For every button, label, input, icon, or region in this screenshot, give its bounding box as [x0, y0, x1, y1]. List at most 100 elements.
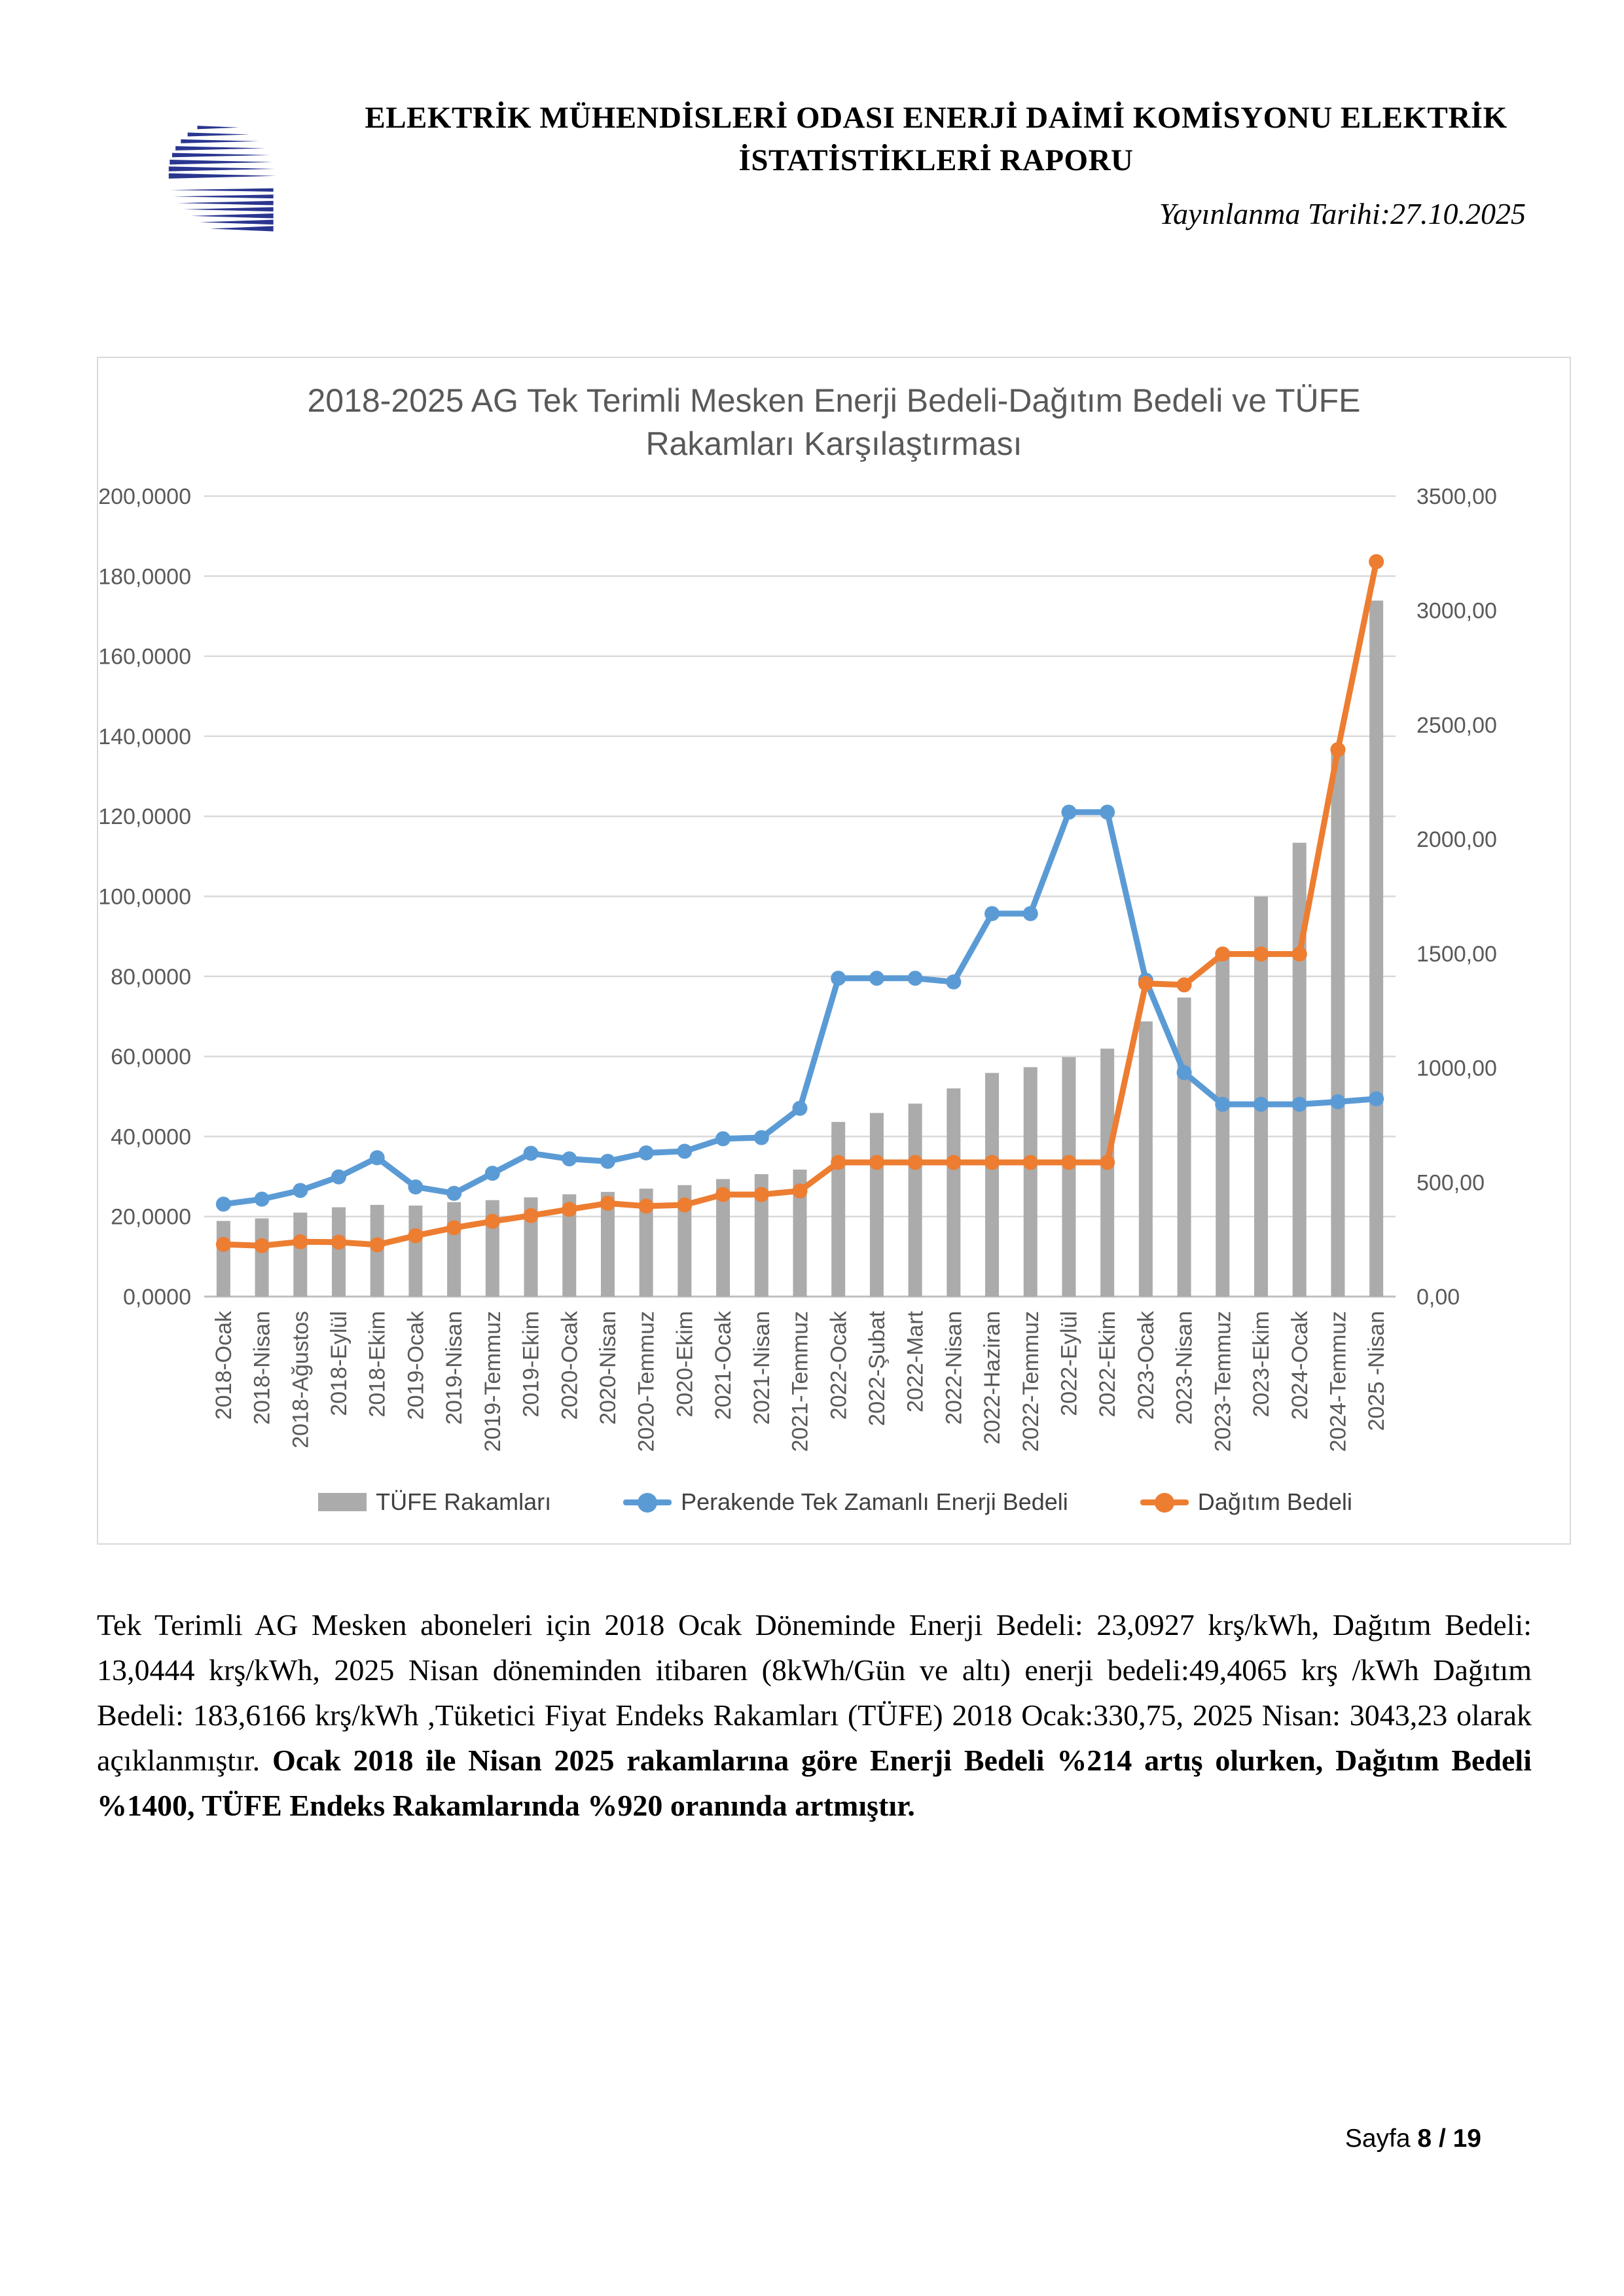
- bar-tufe: [293, 1212, 308, 1297]
- data-point: [1254, 946, 1269, 962]
- y-axis-right-tick: 3500,00: [1416, 484, 1497, 509]
- data-point: [254, 1238, 270, 1253]
- data-point: [1061, 804, 1077, 820]
- data-point: [1291, 1096, 1307, 1112]
- data-point: [1215, 1096, 1231, 1112]
- data-point: [1061, 1155, 1077, 1170]
- data-point: [1369, 1091, 1384, 1107]
- chart-title-line1: 2018-2025 AG Tek Terimli Mesken Enerji B…: [307, 382, 1361, 419]
- bar-tufe: [600, 1192, 615, 1297]
- chart-canvas: 0,0000 20,0000 40,0000 60,0000 80,0000 100,00…: [98, 484, 1497, 1452]
- bar-tufe: [908, 1103, 922, 1297]
- legend-label: Perakende Tek Zamanlı Enerji Bedeli: [681, 1488, 1068, 1515]
- emo-logo-icon: [168, 126, 276, 232]
- data-point: [484, 1213, 500, 1229]
- data-point: [1215, 946, 1231, 962]
- legend-item-energy: Perakende Tek Zamanlı Enerji Bedeli: [623, 1488, 1068, 1516]
- y-axis-left-tick: 0,0000: [123, 1285, 191, 1310]
- data-point: [446, 1185, 462, 1201]
- data-point: [869, 1155, 884, 1170]
- x-axis-tick: 2018-Ekim: [365, 1311, 390, 1418]
- line-marker-icon: [623, 1492, 672, 1513]
- x-axis-tick: 2022-Nisan: [941, 1311, 966, 1425]
- bar-tufe: [869, 1113, 884, 1297]
- data-point: [254, 1191, 270, 1207]
- bar-tufe: [1216, 957, 1230, 1297]
- x-axis-tick: 2022-Mart: [903, 1310, 928, 1412]
- page-number-label: Sayfa: [1344, 2125, 1411, 2153]
- data-point: [907, 1155, 923, 1170]
- data-point: [677, 1197, 693, 1213]
- data-point: [1100, 804, 1115, 820]
- data-point: [638, 1145, 654, 1160]
- data-point: [369, 1237, 385, 1253]
- bar-tufe: [447, 1202, 461, 1297]
- bar-tufe: [1062, 1057, 1076, 1297]
- plot-area: 0,0000 20,0000 40,0000 60,0000 80,0000 100,00…: [98, 456, 1572, 1477]
- x-axis-tick: 2019-Ekim: [519, 1311, 544, 1418]
- data-point: [484, 1166, 500, 1181]
- legend-label: TÜFE Rakamları: [376, 1488, 552, 1515]
- y-axis-right-tick: 3000,00: [1416, 599, 1497, 624]
- y-axis-left-tick: 120,0000: [98, 804, 191, 829]
- bar-tufe: [677, 1185, 692, 1297]
- data-point: [1291, 946, 1307, 962]
- y-axis-right-tick: 2000,00: [1416, 827, 1497, 852]
- data-point: [1100, 1155, 1115, 1170]
- x-axis-tick: 2019-Ocak: [403, 1310, 428, 1420]
- page-title-line2: İSTATİSTİKLERİ RAPORU: [738, 143, 1134, 177]
- bar-tufe: [1023, 1067, 1038, 1297]
- bar-tufe: [216, 1221, 230, 1297]
- x-axis-tick: 2022-Eylül: [1057, 1311, 1082, 1416]
- bar-tufe: [1138, 1021, 1153, 1297]
- data-point: [331, 1169, 346, 1185]
- bar-tufe: [985, 1073, 1000, 1297]
- data-point: [984, 1155, 1000, 1170]
- x-axis-tick: 2020-Ocak: [557, 1310, 582, 1420]
- x-axis-tick: 2023-Nisan: [1172, 1311, 1197, 1425]
- data-point: [753, 1130, 769, 1145]
- legend-item-tufe: TÜFE Rakamları: [318, 1488, 551, 1516]
- data-point: [1330, 742, 1346, 757]
- bar-tufe: [639, 1189, 653, 1297]
- x-axis-tick: 2018-Ağustos: [288, 1311, 313, 1448]
- data-point: [331, 1234, 346, 1250]
- line-series-0: [220, 809, 1380, 1208]
- data-point: [907, 971, 923, 986]
- data-point: [869, 971, 884, 986]
- x-axis-tick: 2018-Nisan: [250, 1311, 275, 1425]
- data-point: [600, 1196, 615, 1211]
- y-axis-right-tick: 0,00: [1416, 1285, 1460, 1310]
- legend-label: Dağıtım Bedeli: [1197, 1488, 1352, 1515]
- data-point: [792, 1183, 808, 1199]
- x-axis-tick: 2021-Ocak: [711, 1310, 736, 1420]
- y-axis-left-tick: 180,0000: [98, 564, 191, 589]
- x-axis-tick: 2020-Nisan: [596, 1311, 621, 1425]
- x-axis-tick: 2022-Haziran: [980, 1311, 1005, 1444]
- page-number-value: 8 / 19: [1417, 2125, 1481, 2153]
- data-point: [1176, 977, 1192, 993]
- y-axis-right-tick: 1000,00: [1416, 1056, 1497, 1081]
- x-axis-tick: 2023-Temmuz: [1210, 1311, 1235, 1452]
- data-point: [1330, 1094, 1346, 1109]
- x-axis-tick: 2019-Temmuz: [480, 1311, 505, 1452]
- bar-tufe: [793, 1170, 807, 1297]
- y-axis-left-tick: 200,0000: [98, 484, 191, 509]
- bar-swatch-icon: [318, 1493, 367, 1511]
- y-axis-left-tick: 20,0000: [111, 1205, 191, 1230]
- line-marker-icon: [1140, 1492, 1189, 1513]
- data-point: [523, 1145, 539, 1161]
- x-axis-tick: 2022-Temmuz: [1019, 1311, 1043, 1452]
- legend-item-distribution: Dağıtım Bedeli: [1140, 1488, 1352, 1516]
- bar-tufe: [562, 1194, 577, 1297]
- bar-tufe: [947, 1088, 961, 1297]
- x-axis-tick: 2025 -Nisan: [1364, 1311, 1389, 1431]
- data-point: [984, 906, 1000, 922]
- bar-tufe: [408, 1205, 423, 1297]
- data-point: [946, 1155, 962, 1170]
- data-point: [1369, 554, 1384, 569]
- bar-tufe: [1331, 749, 1345, 1297]
- bar-tufe: [1100, 1049, 1115, 1297]
- page-number: Sayfa 8 / 19: [1345, 2125, 1481, 2153]
